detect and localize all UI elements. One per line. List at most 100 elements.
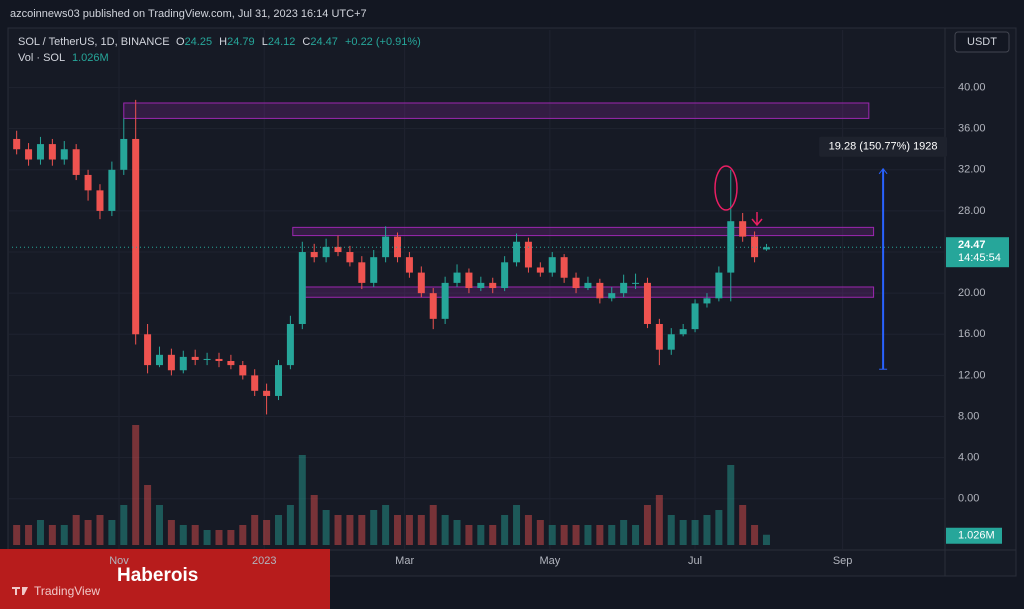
candle-body xyxy=(215,358,223,361)
volume-bar xyxy=(453,520,461,545)
volume-bar xyxy=(346,515,354,545)
candle-body xyxy=(120,138,128,170)
volume-bar xyxy=(560,525,568,545)
candle-body xyxy=(96,190,104,211)
y-tick-label: 12.00 xyxy=(958,369,986,381)
volume-bar xyxy=(358,515,366,545)
volume-bar xyxy=(203,530,211,545)
candle-body xyxy=(762,247,770,250)
candle-body xyxy=(322,246,330,258)
volume-bar xyxy=(655,495,663,545)
x-tick-label: Sep xyxy=(833,555,853,567)
y-tick-label: 28.00 xyxy=(958,205,986,217)
candle-body xyxy=(263,390,271,396)
y-tick-label: 16.00 xyxy=(958,328,986,340)
ohlc: O24.25 H24.79 L24.12 C24.47 +0.22 (+0.91… xyxy=(176,36,421,48)
candle-body xyxy=(536,267,544,273)
candle-body xyxy=(227,360,235,366)
change: +0.22 (+0.91%) xyxy=(345,36,421,48)
candle-body xyxy=(703,298,711,304)
highlight-ellipse xyxy=(714,165,738,211)
volume-bar xyxy=(584,525,592,545)
volume-bar xyxy=(679,520,687,545)
candle-body xyxy=(501,262,509,289)
c-label: C xyxy=(302,36,310,48)
candle-body xyxy=(596,282,604,299)
volume-bar xyxy=(489,525,497,545)
currency-button[interactable] xyxy=(954,31,1010,53)
volume-bar xyxy=(596,525,604,545)
volume-bar xyxy=(417,515,425,545)
candle-body xyxy=(524,241,532,268)
volume-bar xyxy=(727,465,735,545)
price-badge xyxy=(946,237,1009,268)
volume-bar xyxy=(310,495,318,545)
candle-body xyxy=(489,282,497,289)
volume-bar xyxy=(536,520,544,545)
candle-body xyxy=(108,169,116,211)
volume-bar xyxy=(48,525,56,545)
candle-body xyxy=(203,358,211,360)
countdown: 14:45:54 xyxy=(958,252,1001,264)
candle-body xyxy=(465,272,473,289)
candle-body xyxy=(144,334,152,366)
pointer-arrow xyxy=(751,212,763,227)
candle-body xyxy=(620,282,628,294)
volume-bar xyxy=(108,520,116,545)
o-label: O xyxy=(176,36,185,48)
volume-title: Vol · SOL xyxy=(18,52,65,64)
volume-bar xyxy=(120,505,128,545)
l-label: L xyxy=(262,36,268,48)
zone xyxy=(292,226,875,237)
candle-body xyxy=(655,323,663,350)
candle-body xyxy=(608,293,616,299)
h-value: 24.79 xyxy=(227,36,255,48)
candle-body xyxy=(179,356,187,371)
x-tick-label: Jul xyxy=(688,555,702,567)
candle-body xyxy=(370,257,378,283)
volume-bar xyxy=(132,425,140,545)
volume-bar xyxy=(155,505,163,545)
volume-bar xyxy=(620,520,628,545)
candle-body xyxy=(13,138,21,150)
volume-bar xyxy=(215,530,223,545)
volume-bar xyxy=(394,515,402,545)
candle-body xyxy=(334,246,342,253)
candle-body xyxy=(429,293,437,319)
volume-value: 1.026M xyxy=(72,52,109,64)
y-tick-label: 4.00 xyxy=(958,452,979,464)
volume-bar xyxy=(382,505,390,545)
candle-body xyxy=(36,144,44,160)
volume-bar xyxy=(548,525,556,545)
o-value: 24.25 xyxy=(185,36,213,48)
candle-body xyxy=(382,236,390,258)
candle-body xyxy=(513,241,521,263)
candle-body xyxy=(346,252,354,263)
volume-bar xyxy=(167,520,175,545)
volume-bar xyxy=(286,505,294,545)
volume-badge-value: 1.026M xyxy=(958,530,995,542)
candle-body xyxy=(477,282,485,289)
y-tick-label: 36.00 xyxy=(958,123,986,135)
currency-button-label[interactable]: USDT xyxy=(967,36,997,48)
volume-bar xyxy=(191,525,199,545)
y-tick-label: 8.00 xyxy=(958,410,979,422)
candle-body xyxy=(298,252,306,324)
volume-bar xyxy=(477,525,485,545)
logo-icon xyxy=(12,587,28,595)
volume-bar xyxy=(715,510,723,545)
candle-body xyxy=(572,277,580,289)
x-tick-label: May xyxy=(539,555,560,567)
candle-body xyxy=(560,257,568,278)
banner-logo: TradingView xyxy=(34,584,100,598)
y-tick-label: 32.00 xyxy=(958,164,986,176)
volume-bar xyxy=(227,530,235,545)
volume-bar xyxy=(322,510,330,545)
publisher: azcoinnews03 published on TradingView.co… xyxy=(10,8,367,20)
volume-bar xyxy=(572,525,580,545)
volume-bar xyxy=(72,515,80,545)
volume-bar xyxy=(703,515,711,545)
x-tick-label: Nov xyxy=(109,555,129,567)
y-tick-label: 20.00 xyxy=(958,287,986,299)
volume-bar xyxy=(632,525,640,545)
